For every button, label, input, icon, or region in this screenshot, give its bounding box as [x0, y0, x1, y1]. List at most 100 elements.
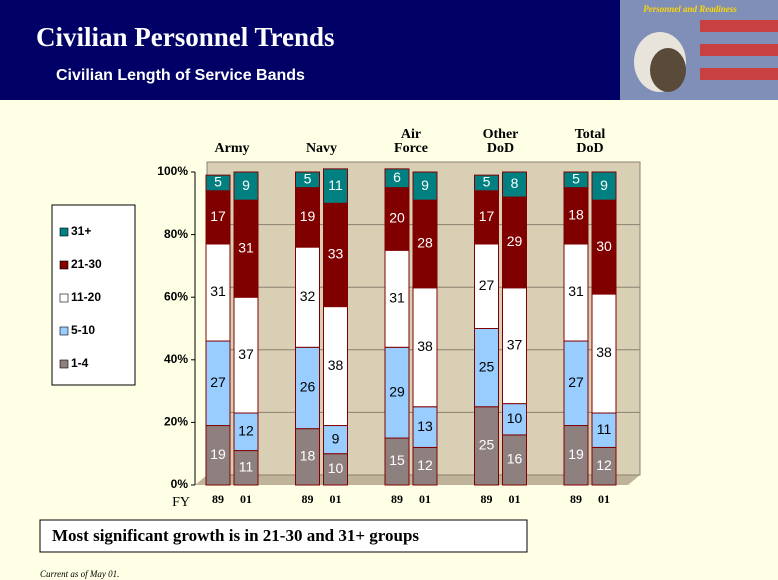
data-label: 38	[328, 357, 344, 373]
legend-swatch	[59, 227, 69, 237]
data-label: 25	[479, 437, 495, 453]
bar-segment	[295, 171, 320, 189]
data-label: 6	[393, 169, 401, 185]
legend-label: 5-10	[71, 323, 95, 337]
bar-segment	[502, 434, 527, 486]
group-label: Other DoD	[482, 127, 519, 156]
bar-segment	[205, 425, 231, 486]
bar-segment	[502, 171, 527, 198]
data-label: 27	[210, 374, 226, 390]
bar-segment	[474, 190, 499, 245]
data-label: 32	[300, 288, 316, 304]
data-label: 15	[389, 452, 405, 468]
bar-segment	[412, 171, 438, 201]
group-label: Navy	[305, 141, 338, 156]
group-label: Air Force	[394, 127, 428, 156]
callout: Most significant growth is in 21-30 and …	[52, 526, 419, 545]
subtitle: Civilian Length of Service Bands	[56, 67, 305, 84]
data-label: 18	[568, 207, 584, 223]
bar-segment	[591, 199, 617, 295]
x-tick-label: 89	[391, 492, 403, 506]
bar-segment	[474, 243, 499, 330]
bar-segment	[591, 293, 617, 414]
bar-segment	[323, 425, 348, 455]
bar-segment	[563, 243, 589, 342]
bar-segment	[412, 287, 438, 408]
x-label: FY	[172, 495, 190, 510]
legend-label: 31+	[71, 224, 91, 238]
data-label: 8	[511, 175, 519, 191]
bar-segment	[205, 243, 231, 342]
logo	[620, 0, 778, 100]
legend-label: 21-30	[71, 257, 102, 271]
x-tick-label: 01	[598, 492, 610, 506]
data-label: 31	[389, 289, 405, 305]
bar-segment	[205, 340, 231, 427]
data-label: 27	[479, 277, 495, 293]
group-label: Army	[214, 141, 250, 156]
bar-segment	[502, 196, 527, 289]
bar-segment	[233, 450, 259, 486]
bar-segment	[295, 246, 320, 348]
data-label: 33	[328, 246, 344, 262]
data-label: 5	[304, 171, 312, 187]
data-label: 12	[596, 457, 612, 473]
bar-segment	[563, 171, 589, 189]
bar-segment	[384, 187, 410, 251]
bar-segment	[384, 168, 410, 189]
bar-segment	[323, 306, 348, 427]
x-tick-label: 01	[509, 492, 521, 506]
legend-swatch	[59, 326, 69, 336]
data-label: 11	[597, 421, 612, 437]
data-label: 16	[507, 451, 523, 467]
data-label: 37	[507, 336, 523, 352]
data-label: 13	[417, 418, 433, 434]
bar-segment	[591, 412, 617, 448]
bar-segment	[474, 328, 499, 408]
data-label: 38	[417, 338, 433, 354]
bar-segment	[384, 249, 410, 348]
bar-segment	[474, 174, 499, 192]
bar-segment	[502, 287, 527, 405]
legend-label: 1-4	[71, 356, 89, 370]
bar-segment	[563, 425, 589, 486]
bar-segment	[295, 346, 320, 430]
data-label: 29	[507, 233, 523, 249]
x-tick-label: 01	[419, 492, 431, 506]
data-label: 31	[210, 283, 226, 299]
data-label: 17	[479, 208, 495, 224]
y-tick-label: 0%	[171, 477, 189, 491]
data-label: 37	[238, 346, 254, 362]
callout-box	[39, 519, 528, 553]
x-tick-label: 89	[481, 492, 493, 506]
footnote: Current as of May 01.	[40, 569, 119, 579]
bar-segment	[384, 346, 410, 439]
data-label: 9	[600, 177, 608, 193]
data-label: 19	[300, 208, 316, 224]
data-label: 5	[572, 171, 580, 187]
data-label: 25	[479, 358, 495, 374]
legend-swatch	[59, 260, 69, 270]
legend-swatch	[59, 293, 69, 303]
data-label: 28	[417, 235, 433, 251]
title: Civilian Personnel Trends	[36, 22, 335, 52]
data-label: 29	[389, 383, 405, 399]
data-label: 31	[238, 239, 254, 255]
data-label: 20	[389, 210, 405, 226]
bar-segment	[233, 171, 259, 201]
bar-segment	[295, 428, 320, 486]
y-tick-label: 20%	[164, 415, 188, 429]
bar-segment	[323, 168, 348, 204]
bar-segment	[563, 187, 589, 245]
bar-segment	[591, 446, 617, 486]
data-label: 9	[242, 177, 250, 193]
data-label: 11	[239, 458, 254, 474]
legend-swatch	[59, 359, 69, 369]
group-label: Total DoD	[574, 127, 606, 156]
data-label: 11	[328, 177, 343, 193]
legend-label: 11-20	[71, 290, 101, 304]
bar-segment	[233, 412, 259, 452]
bar-segment	[205, 174, 231, 192]
